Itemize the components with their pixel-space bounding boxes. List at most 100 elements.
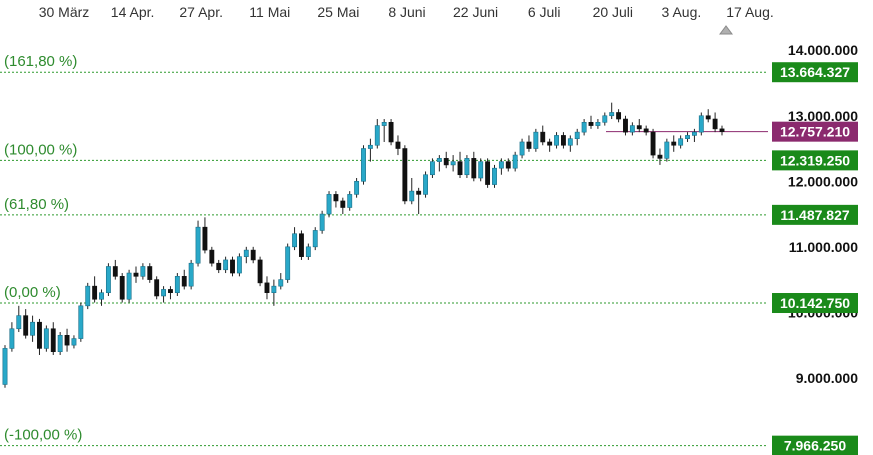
candle-up: [126, 272, 132, 300]
candle-up: [195, 226, 201, 264]
candle-up: [161, 289, 167, 297]
candle-down: [92, 285, 98, 300]
y-tick-label: 13.000.000: [788, 108, 858, 124]
candle-down: [257, 259, 263, 284]
candle-down: [588, 122, 594, 126]
x-tick-label: 25 Mai: [317, 4, 359, 20]
fib-level-label: (161,80 %): [4, 53, 77, 70]
x-tick-label: 3 Aug.: [662, 4, 702, 20]
candle-up: [478, 161, 484, 179]
candle-up: [554, 135, 559, 146]
candle-up: [2, 348, 8, 385]
candle-down: [560, 135, 566, 146]
candle-down: [64, 335, 70, 346]
candle-up: [430, 161, 435, 176]
candle-up: [57, 335, 63, 352]
x-tick-label: 22 Juni: [453, 4, 498, 20]
candle-up: [347, 194, 353, 208]
candle-down: [471, 158, 477, 179]
candle-up: [43, 328, 49, 349]
candle-up: [326, 194, 332, 215]
x-tick-label: 8 Juni: [388, 4, 425, 20]
candle-down: [168, 289, 173, 294]
y-tick-label: 12.000.000: [788, 173, 858, 189]
candle-up: [319, 213, 325, 231]
candle-up: [512, 154, 518, 169]
y-tick-label: 9.000.000: [796, 370, 858, 386]
candle-up: [305, 246, 311, 257]
x-tick-label: 20 Juli: [593, 4, 633, 20]
candle-up: [436, 158, 442, 162]
fib-level-label: (100,00 %): [4, 141, 77, 158]
candle-down: [119, 276, 125, 300]
candle-up: [99, 292, 104, 300]
candle-up: [278, 279, 284, 287]
candle-down: [636, 125, 642, 130]
y-tick-label: 14.000.000: [788, 42, 858, 58]
x-tick-label: 6 Juli: [528, 4, 561, 20]
fibonacci-levels: (161,80 %) (100,00 %) (61,80 %) (0,00 %) (-1…: [0, 53, 768, 447]
price-badge: [772, 293, 858, 314]
candle-down: [133, 272, 139, 277]
candle-down: [416, 190, 422, 195]
candle-down: [333, 194, 339, 202]
candle-up: [271, 285, 277, 294]
candle-down: [23, 315, 29, 336]
candle-down: [443, 158, 449, 166]
candle-up: [140, 266, 146, 277]
candle-down: [264, 282, 270, 294]
candles: [2, 102, 725, 388]
candle-up: [105, 266, 111, 294]
candle-up: [374, 125, 380, 146]
candle-up: [678, 138, 684, 146]
candle-down: [616, 112, 622, 120]
candle-up: [464, 158, 470, 176]
candle-up: [78, 305, 84, 339]
candle-down: [147, 266, 153, 280]
candle-down: [485, 161, 491, 185]
candle-up: [236, 256, 242, 274]
candle-up: [188, 262, 194, 287]
x-tick-label: 27 Apr.: [179, 4, 223, 20]
candle-down: [712, 118, 718, 130]
candle-up: [498, 161, 504, 169]
candle-down: [209, 249, 215, 264]
candle-up: [9, 328, 15, 349]
candle-up: [450, 161, 456, 166]
candle-up: [581, 122, 587, 133]
candle-down: [505, 161, 511, 169]
candle-down: [719, 128, 725, 132]
candle-down: [50, 328, 56, 352]
candle-up: [698, 115, 704, 133]
candle-up: [602, 115, 608, 123]
current-price-badge: [772, 121, 858, 142]
candle-up: [492, 167, 497, 185]
candle-up: [423, 174, 428, 195]
candle-up: [243, 249, 249, 257]
price-badge: [772, 62, 858, 83]
fib-level-label: (0,00 %): [4, 284, 61, 301]
candle-down: [154, 279, 160, 297]
candle-down: [37, 321, 42, 349]
candle-up: [285, 246, 291, 280]
fib-level-label: (-100,00 %): [4, 427, 82, 444]
scroll-up-icon[interactable]: [719, 25, 733, 35]
price-badge-label: 7.966.250: [784, 438, 846, 454]
candle-up: [691, 131, 697, 136]
x-tick-label: 17 Aug.: [726, 4, 774, 20]
candle-down: [202, 226, 208, 251]
candle-up: [609, 112, 615, 117]
candle-down: [547, 141, 553, 146]
candle-down: [643, 128, 649, 133]
price-badge: [772, 435, 858, 455]
candle-down: [395, 141, 401, 149]
x-tick-label: 30 März: [39, 4, 90, 20]
candle-up: [174, 276, 180, 294]
candle-up: [409, 190, 415, 202]
candle-down: [299, 233, 304, 257]
y-tick-label: 11.000.000: [789, 239, 859, 255]
candle-up: [223, 259, 229, 271]
candle-up: [381, 122, 387, 126]
candle-up: [567, 138, 573, 146]
